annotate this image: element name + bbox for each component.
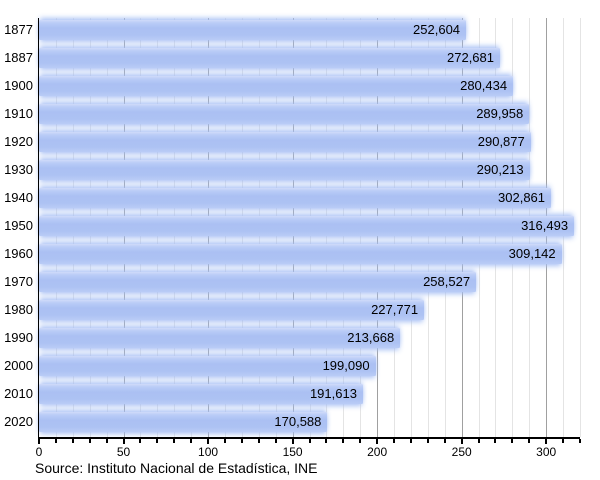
bar-value-label: 227,771 — [371, 302, 419, 317]
year-label: 1910 — [4, 106, 33, 121]
year-label: 1970 — [4, 274, 33, 289]
x-tick-minor — [477, 438, 480, 443]
x-tick-major — [291, 438, 294, 444]
year-label: 1950 — [4, 218, 33, 233]
bar — [39, 20, 467, 40]
gridline-minor — [580, 18, 581, 437]
bar — [39, 384, 363, 404]
bar — [39, 188, 552, 208]
bar-value-label: 199,090 — [322, 358, 370, 373]
year-label: 1920 — [4, 134, 33, 149]
year-label: 1960 — [4, 246, 33, 261]
bar-value-label: 289,958 — [476, 106, 524, 121]
year-label: 1940 — [4, 190, 33, 205]
x-tick-minor — [156, 438, 159, 443]
bar-value-label: 290,213 — [476, 162, 524, 177]
x-tick-minor — [190, 438, 193, 443]
x-tick-minor — [359, 438, 362, 443]
year-label: 2010 — [4, 386, 33, 401]
x-tick-major — [207, 438, 210, 444]
year-label: 1980 — [4, 302, 33, 317]
x-tick-minor — [393, 438, 396, 443]
bar — [39, 356, 376, 376]
bar — [39, 216, 575, 236]
bar-value-label: 170,588 — [274, 414, 322, 429]
bar — [39, 244, 562, 264]
x-tick-minor — [342, 438, 345, 443]
x-tick-minor — [139, 438, 142, 443]
bar — [39, 104, 530, 124]
x-tick-label: 150 — [282, 445, 303, 459]
x-tick-minor — [274, 438, 277, 443]
x-tick-label: 100 — [198, 445, 219, 459]
x-tick-minor — [528, 438, 531, 443]
bar — [39, 328, 401, 348]
x-tick-label: 0 — [35, 445, 43, 459]
x-tick-major — [545, 438, 548, 444]
x-tick-label: 50 — [116, 445, 131, 459]
x-axis-line — [37, 437, 580, 439]
bar-value-label: 302,861 — [498, 190, 546, 205]
x-tick-major — [460, 438, 463, 444]
bar — [39, 76, 514, 96]
bar — [39, 412, 328, 432]
x-tick-minor — [443, 438, 446, 443]
x-tick-label: 250 — [451, 445, 472, 459]
bar-value-label: 191,613 — [309, 386, 357, 401]
x-tick-minor — [511, 438, 514, 443]
year-label: 1877 — [4, 22, 33, 37]
year-label: 1900 — [4, 78, 33, 93]
x-tick-label: 300 — [536, 445, 557, 459]
bar-value-label: 309,142 — [508, 246, 556, 261]
bar-value-label: 213,668 — [347, 330, 395, 345]
x-tick-minor — [579, 438, 581, 443]
bar — [39, 272, 477, 292]
bar-value-label: 316,493 — [521, 218, 569, 233]
x-tick-minor — [88, 438, 91, 443]
bar — [39, 160, 530, 180]
x-tick-minor — [71, 438, 74, 443]
x-tick-minor — [426, 438, 429, 443]
year-label: 2020 — [4, 414, 33, 429]
bar — [39, 48, 500, 68]
bar-value-label: 272,681 — [447, 50, 494, 65]
bar-value-label: 280,434 — [460, 78, 508, 93]
year-label: 1930 — [4, 162, 33, 177]
x-tick-minor — [240, 438, 243, 443]
x-tick-minor — [54, 438, 57, 443]
bar-value-label: 258,527 — [423, 274, 471, 289]
x-tick-major — [376, 438, 379, 444]
source-caption: Source: Instituto Nacional de Estadístic… — [35, 460, 318, 476]
bar — [39, 300, 425, 320]
year-label: 1990 — [4, 330, 33, 345]
x-tick-minor — [308, 438, 311, 443]
x-tick-major — [38, 438, 40, 444]
bar-value-label: 252,604 — [413, 22, 461, 37]
x-tick-minor — [223, 438, 226, 443]
x-tick-label: 200 — [367, 445, 388, 459]
x-tick-minor — [494, 438, 497, 443]
x-tick-minor — [325, 438, 328, 443]
x-tick-minor — [257, 438, 260, 443]
bar-value-label: 290,877 — [477, 134, 525, 149]
year-label: 1887 — [4, 50, 33, 65]
year-label: 2000 — [4, 358, 33, 373]
bar — [39, 132, 531, 152]
x-tick-minor — [562, 438, 565, 443]
x-tick-minor — [173, 438, 176, 443]
x-tick-major — [122, 438, 125, 444]
y-axis-line — [37, 18, 39, 439]
x-tick-minor — [409, 438, 412, 443]
x-tick-minor — [105, 438, 108, 443]
